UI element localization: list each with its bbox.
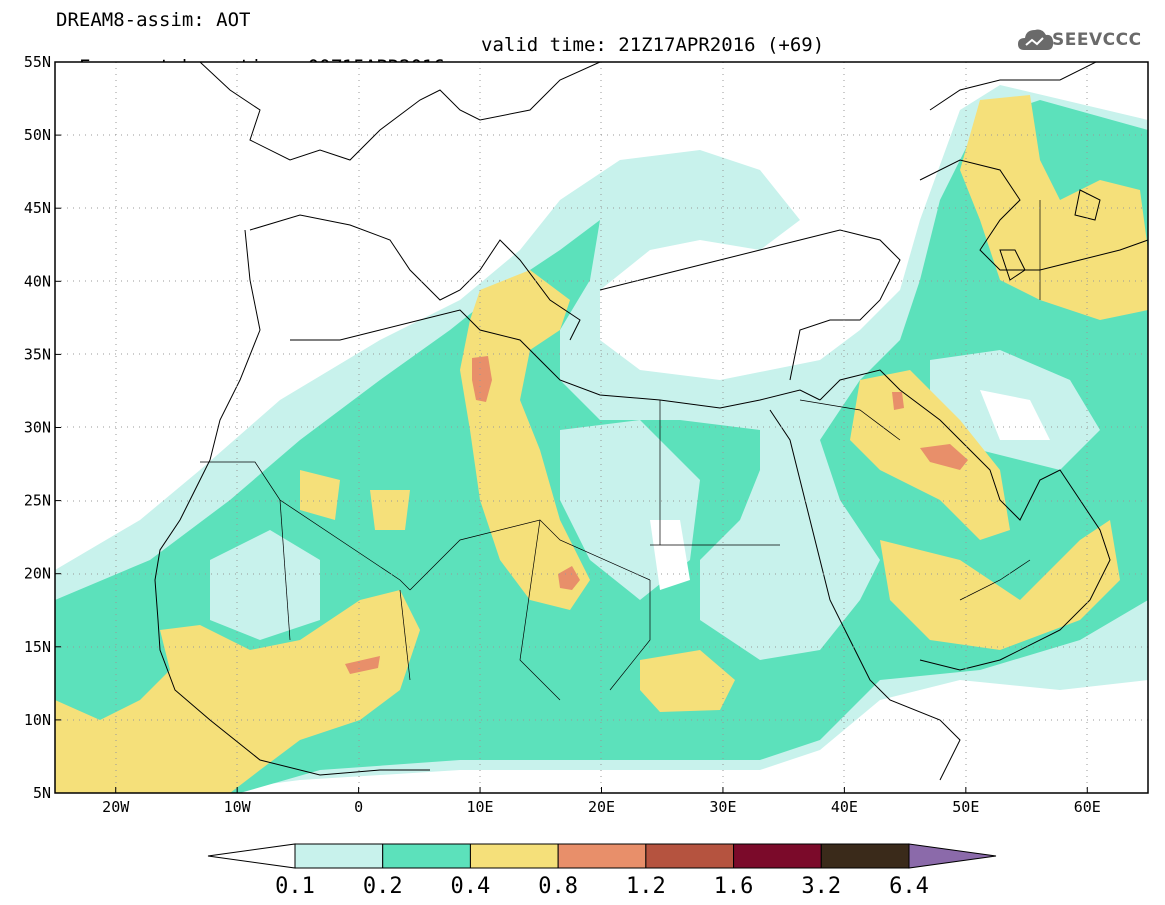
valid-time: valid time: 21Z17APR2016 (+69): [481, 34, 825, 56]
lat-tick-label: 40N: [24, 272, 51, 290]
aot-0.8-patch: [345, 656, 380, 674]
lat-tick-label: 45N: [24, 199, 51, 217]
colorbar-level-label: 0.1: [275, 874, 315, 899]
aot-0.4-region: [880, 520, 1120, 650]
colorbar-high-arrow: [908, 843, 997, 869]
colorbar-box: [557, 843, 647, 869]
aot-0.4-patch: [640, 650, 735, 712]
colorbar-level-label: 6.4: [889, 874, 929, 899]
aot-0.4-region: [960, 95, 1148, 320]
colorbar-box: [733, 843, 822, 869]
aot-0.4-patch: [300, 470, 340, 520]
colorbar-boxes: [207, 843, 997, 869]
aot-0.1-patch: [210, 530, 320, 640]
country-borders: [200, 200, 1041, 701]
lat-tick-label: 50N: [24, 126, 51, 144]
colorbar-level-label: 0.8: [538, 874, 578, 899]
lat-axis: 55N 50N 45N 40N 35N 30N 25N 20N 15N 10N 5N: [24, 53, 51, 802]
lat-tick-label: 30N: [24, 419, 51, 437]
gridlines: [55, 62, 1148, 793]
lon-tick-label: 40E: [831, 798, 858, 816]
aot-0.8-patch: [472, 356, 492, 402]
colorbar-box: [469, 843, 559, 869]
aot-0.4-region: [55, 590, 420, 793]
coastlines: [154, 62, 1148, 781]
lat-tick-label: 25N: [24, 492, 51, 510]
lon-tick-label: 50E: [952, 798, 979, 816]
lon-tick-label: 20E: [588, 798, 615, 816]
lat-tick-label: 20N: [24, 565, 51, 583]
colorbar-labels: 0.1 0.2 0.4 0.8 1.2 1.6 3.2 6.4: [275, 874, 929, 899]
lat-tick-label: 10N: [24, 711, 51, 729]
aot-0.8-patch: [892, 392, 904, 410]
lat-tick-label: 15N: [24, 638, 51, 656]
lat-tick-label: 55N: [24, 53, 51, 71]
colorbar-level-label: 3.2: [801, 874, 841, 899]
colorbar-box: [294, 843, 384, 869]
lat-tick-label: 35N: [24, 345, 51, 363]
axis-ticks: [55, 61, 1088, 794]
colorbar-level-label: 1.6: [714, 874, 754, 899]
colorbar-box: [382, 843, 471, 869]
lon-tick-label: 60E: [1074, 798, 1101, 816]
lon-tick-label: 10W: [224, 798, 252, 816]
aot-0.8-patch: [920, 444, 968, 470]
lon-tick-label: 20W: [102, 798, 130, 816]
logo-text: SEEVCCC: [1052, 30, 1142, 50]
aot-0.4-region: [460, 270, 590, 610]
colorbar-low-arrow: [207, 843, 296, 869]
colorbar-level-label: 1.2: [626, 874, 666, 899]
colorbar-level-label: 0.4: [451, 874, 491, 899]
aot-0.4-patch: [370, 490, 410, 530]
lon-tick-label: 10E: [467, 798, 494, 816]
lon-tick-label: 30E: [709, 798, 736, 816]
colorbar-box: [645, 843, 735, 869]
colorbar-box: [820, 843, 910, 869]
colorbar-level-label: 0.2: [363, 874, 403, 899]
lon-axis: 20W 10W 0 10E 20E 30E 40E 50E 60E: [102, 798, 1101, 816]
map-title: DREAM8-assim: AOT: [56, 9, 251, 31]
lon-tick-label: 0: [354, 798, 363, 816]
lat-tick-label: 5N: [33, 784, 51, 802]
cloud-icon: [1018, 29, 1054, 50]
aot-0.8-patch: [558, 566, 580, 590]
